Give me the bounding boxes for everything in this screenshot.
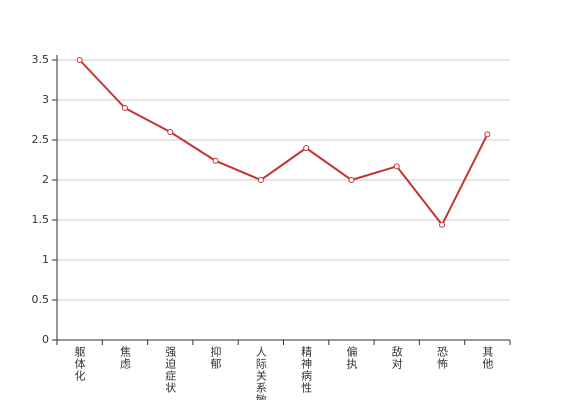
x-tick-label: 抑郁 bbox=[209, 345, 222, 370]
x-tick-label: 恐怖 bbox=[436, 346, 449, 370]
y-tick-label: 3.5 bbox=[32, 53, 50, 66]
point bbox=[393, 163, 400, 170]
x-tick-label: 其他 bbox=[481, 346, 494, 370]
y-tick-label: 2 bbox=[42, 173, 49, 186]
point bbox=[257, 177, 264, 183]
x-tick-label: 焦虑 bbox=[118, 346, 131, 370]
point bbox=[348, 177, 355, 183]
point bbox=[212, 157, 219, 164]
x-tick-label: 精神病性 bbox=[300, 346, 313, 394]
point bbox=[484, 131, 491, 138]
point bbox=[303, 145, 310, 151]
y-tick-label: 0.5 bbox=[32, 293, 50, 306]
y-tick-label: 1 bbox=[42, 253, 49, 266]
y-tick-label: 1.5 bbox=[32, 213, 50, 226]
x-tick-label: 敌对 bbox=[390, 345, 403, 370]
point bbox=[167, 129, 174, 135]
point bbox=[121, 105, 128, 111]
x-tick-label: 强迫症状 bbox=[164, 346, 177, 394]
x-tick-label: 偏执 bbox=[345, 345, 358, 370]
y-tick-label: 2.5 bbox=[32, 133, 50, 146]
point bbox=[76, 57, 83, 63]
y-tick-label: 3 bbox=[42, 93, 49, 106]
line bbox=[78, 59, 489, 227]
y-tick-label: 0 bbox=[42, 333, 49, 346]
point bbox=[439, 221, 446, 228]
x-tick-label: 人际关系敏感 bbox=[254, 346, 267, 400]
x-tick-label: 躯体化 bbox=[73, 346, 86, 382]
